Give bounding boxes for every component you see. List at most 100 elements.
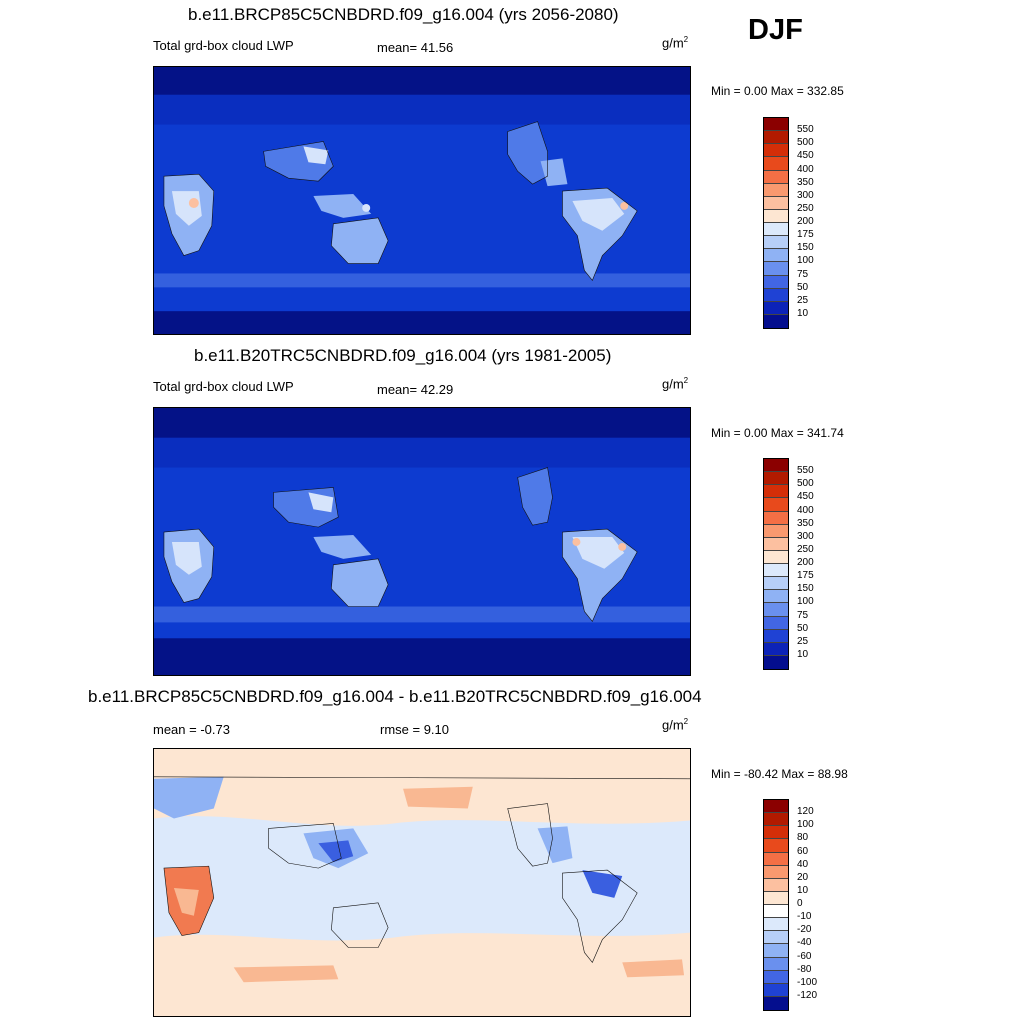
units-label: g/m2 xyxy=(662,35,689,51)
colorbar-tick-label: 200 xyxy=(797,216,814,227)
colorbar-swatch xyxy=(764,144,788,158)
colorbar-tick-label: 450 xyxy=(797,150,814,162)
colorbar-swatch xyxy=(764,813,788,827)
colorbar-tick-label: 250 xyxy=(797,543,814,555)
colorbar-tick-label: -80 xyxy=(797,963,812,975)
min-max-label: Min = -80.42 Max = 88.98 xyxy=(711,767,848,781)
map-field xyxy=(154,749,690,1016)
colorbar-tick-label: 300 xyxy=(797,189,814,201)
colorbar-tick-label: 20 xyxy=(797,871,809,883)
colorbar-labels: 550 500 450 400 350 300 250 200 175 150 100 75 50 25 1… xyxy=(797,117,837,329)
colorbar-swatch xyxy=(764,301,788,315)
colorbar-tick-label: 175 xyxy=(797,229,814,241)
colorbar-tick-label: 10 xyxy=(797,307,809,319)
colorbar-swatch xyxy=(764,865,788,879)
colorbar-tick-label: 10 xyxy=(797,884,809,896)
colorbar-tick-label: 120 xyxy=(797,806,814,818)
min-max-label: Min = 0.00 Max = 332.85 xyxy=(711,84,844,98)
colorbar-tick-label: 150 xyxy=(797,583,814,595)
colorbar-swatch xyxy=(764,577,788,591)
colorbar-swatch xyxy=(764,511,788,525)
map-difference-lwp xyxy=(153,748,691,1017)
colorbar-swatch xyxy=(764,970,788,984)
colorbar-swatch xyxy=(764,983,788,997)
map-future-lwp xyxy=(153,66,691,335)
colorbar-swatch xyxy=(764,852,788,866)
map-field xyxy=(154,408,690,675)
colorbar-swatch xyxy=(764,485,788,499)
colorbar-tick-label: 400 xyxy=(797,504,814,516)
colorbar-tick-label: -40 xyxy=(797,937,812,949)
mean-label: mean= 42.29 xyxy=(377,382,454,397)
colorbar-tick-label: -120 xyxy=(797,989,818,1001)
colorbar-tick-label: 150 xyxy=(797,242,814,254)
variable-label: Total grd-box cloud LWP xyxy=(153,379,294,394)
colorbar-swatch xyxy=(764,603,788,617)
colorbar-swatch xyxy=(764,498,788,512)
colorbar-swatch xyxy=(764,629,788,643)
colorbar-swatch xyxy=(764,131,788,145)
mean-label: mean = -0.73 xyxy=(153,722,230,737)
colorbar-tick-label: 80 xyxy=(797,832,809,844)
colorbar-swatch xyxy=(764,209,788,223)
colorbar-swatch xyxy=(764,262,788,276)
colorbar-swatch xyxy=(764,223,788,237)
colorbar-tick-label: 300 xyxy=(797,530,814,542)
colorbar-swatch xyxy=(764,957,788,971)
colorbar-swatch xyxy=(764,196,788,210)
colorbar-swatch xyxy=(764,183,788,197)
colorbar-tick-label: 10 xyxy=(797,648,809,660)
colorbar-swatch xyxy=(764,891,788,905)
colorbar-swatch xyxy=(764,996,788,1010)
colorbar-swatch xyxy=(764,472,788,486)
colorbar-swatch xyxy=(764,157,788,171)
colorbar-tick-label: 550 xyxy=(797,124,814,136)
colorbar-tick-label: 40 xyxy=(797,858,809,870)
colorbar-swatch xyxy=(764,655,788,669)
colorbar-swatch xyxy=(764,642,788,656)
colorbar-tick-label: -10 xyxy=(797,911,812,923)
colorbar-tick-label: 100 xyxy=(797,596,814,608)
colorbar-tick-label: 100 xyxy=(797,819,814,831)
colorbar-tick-label: 175 xyxy=(797,570,814,582)
colorbar-tick-label: 350 xyxy=(797,176,814,188)
colorbar-swatch xyxy=(764,170,788,184)
colorbar-swatch xyxy=(764,524,788,538)
colorbar-swatch xyxy=(764,826,788,840)
colorbar-swatch xyxy=(764,236,788,250)
colorbar-swatch xyxy=(764,931,788,945)
mean-label: mean= 41.56 xyxy=(377,40,454,55)
colorbar-swatch xyxy=(764,118,788,132)
rmse-label: rmse = 9.10 xyxy=(380,722,450,737)
colorbar-swatch xyxy=(764,918,788,932)
map-field xyxy=(154,67,690,334)
units-label: g/m2 xyxy=(662,717,689,733)
units-label: g/m2 xyxy=(662,376,689,392)
colorbar-tick-label: -60 xyxy=(797,950,812,962)
colorbar-swatch xyxy=(764,459,788,473)
colorbar-tick-label: -20 xyxy=(797,924,812,936)
colorbar-tick-label: 200 xyxy=(797,557,814,568)
panel-title: b.e11.B20TRC5CNBDRD.f09_g16.004 (yrs 198… xyxy=(194,346,612,365)
colorbar xyxy=(763,458,789,670)
colorbar-tick-label: 60 xyxy=(797,845,809,857)
map-historical-lwp xyxy=(153,407,691,676)
colorbar-tick-label: -100 xyxy=(797,976,818,988)
colorbar xyxy=(763,799,789,1011)
colorbar-labels: 550 500 450 400 350 300 250 200 175 150 100 75 50 25 1… xyxy=(797,458,837,670)
colorbar-tick-label: 550 xyxy=(797,465,814,477)
colorbar-tick-label: 75 xyxy=(797,268,809,280)
colorbar-tick-label: 75 xyxy=(797,609,809,621)
colorbar-swatch xyxy=(764,800,788,814)
colorbar-tick-label: 25 xyxy=(797,294,809,306)
min-max-label: Min = 0.00 Max = 341.74 xyxy=(711,426,844,440)
colorbar-swatch xyxy=(764,249,788,263)
colorbar-tick-label: 50 xyxy=(797,622,809,634)
season-label: DJF xyxy=(748,14,803,46)
colorbar-tick-label: 250 xyxy=(797,202,814,214)
colorbar-tick-label: 100 xyxy=(797,255,814,267)
colorbar-tick-label: 25 xyxy=(797,635,809,647)
colorbar-swatch xyxy=(764,839,788,853)
panel-title: b.e11.BRCP85C5CNBDRD.f09_g16.004 (yrs 20… xyxy=(188,5,619,24)
colorbar-swatch xyxy=(764,550,788,564)
